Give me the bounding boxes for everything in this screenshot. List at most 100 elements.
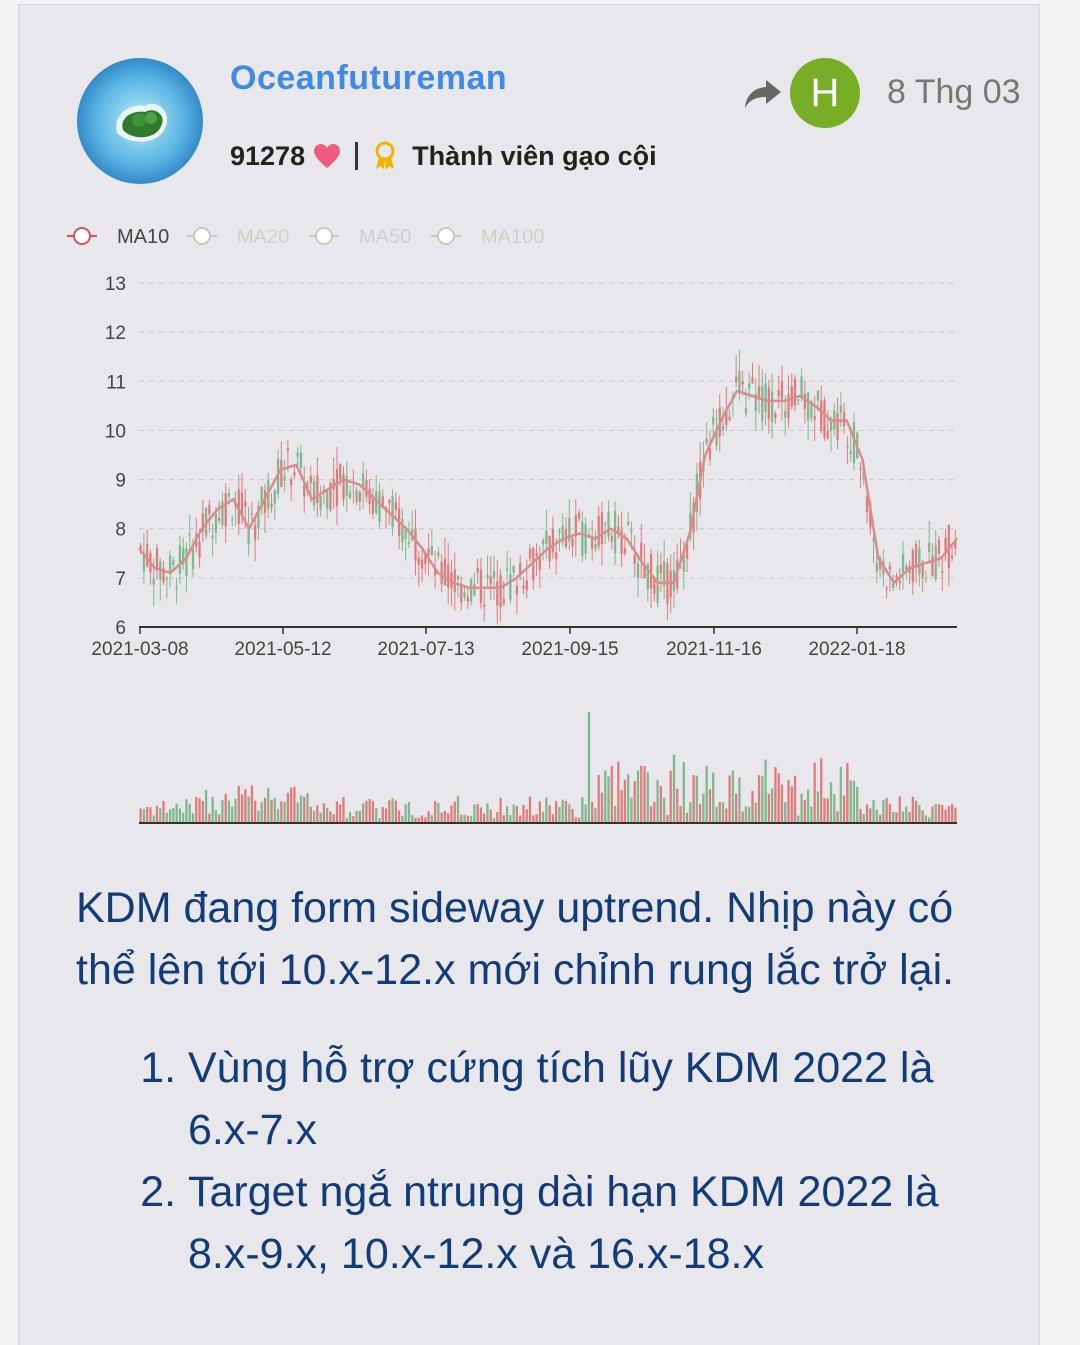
x-tick-label: 2021-09-15	[521, 639, 618, 660]
volume-bar	[505, 806, 509, 822]
volume-bar	[234, 798, 237, 822]
candle-body	[505, 568, 509, 571]
volume-bar	[361, 803, 365, 822]
volume-bar	[420, 815, 424, 822]
candle-body	[342, 474, 345, 500]
candle-body	[290, 479, 293, 486]
volume-bar	[417, 817, 420, 822]
candle-body	[630, 530, 633, 533]
volume-bar	[653, 801, 656, 822]
volume-bar	[152, 815, 155, 822]
candle-body	[188, 533, 191, 536]
volume-bar	[941, 804, 944, 822]
candle-body	[361, 473, 365, 490]
candle-body	[725, 408, 728, 426]
volume-bar	[869, 808, 872, 822]
volume-bar	[852, 780, 856, 822]
candle-body	[339, 463, 342, 480]
candle-body	[325, 490, 329, 509]
share-arrow-icon[interactable]	[743, 77, 783, 111]
volume-bar	[574, 817, 577, 822]
candle-body	[734, 376, 738, 383]
volume-bar	[842, 795, 846, 822]
candle-body	[561, 525, 564, 543]
volume-bar	[483, 813, 486, 822]
volume-bar	[914, 800, 918, 822]
stock-chart: MA10 MA20 MA50 MA100 6 7 8 9 10 11 12 13 2021-03-0…	[67, 226, 958, 824]
candle-body	[240, 492, 244, 516]
volume-bar	[146, 807, 149, 822]
ma10-line	[138, 389, 958, 589]
volume-bar	[378, 817, 381, 822]
list-item: Target ngắ ntrung dài hạn KDM 2022 là 8.…	[188, 1161, 1006, 1285]
y-tick-label: 13	[105, 274, 126, 295]
volume-bar	[368, 798, 371, 822]
username[interactable]: Oceanfutureman	[230, 59, 508, 97]
candle-body	[754, 393, 757, 411]
candle-body	[918, 548, 921, 575]
volume-bar	[895, 812, 898, 822]
volume-bar	[954, 807, 957, 822]
volume-bar	[767, 793, 771, 822]
candle-body	[469, 579, 473, 602]
candle-body	[928, 542, 931, 553]
y-axis: 6 7 8 9 10 11 12 13	[105, 274, 126, 639]
candle-body	[826, 430, 829, 440]
candle-body	[643, 565, 646, 579]
candle-body	[921, 561, 924, 578]
volume-bar	[702, 793, 705, 822]
volume-bar	[597, 774, 600, 822]
volume-bar	[757, 775, 761, 822]
volume-bar	[581, 797, 584, 822]
candle-body	[257, 505, 260, 529]
volume-bar	[460, 814, 463, 822]
volume-bar	[695, 775, 699, 822]
x-tick-label: 2021-07-13	[377, 639, 474, 660]
volume-bar	[649, 806, 653, 822]
candle-body	[381, 495, 384, 509]
heart-icon	[314, 144, 341, 168]
candle-body	[293, 472, 296, 476]
volume-bar	[950, 804, 954, 822]
volume-bar	[643, 766, 646, 822]
reactor-avatar[interactable]: H	[790, 58, 860, 128]
volume-bar	[139, 808, 142, 822]
volume-bar	[440, 812, 443, 822]
candle-body	[829, 420, 833, 431]
x-axis: 2021-03-08 2021-05-12 2021-07-13 2021-09-15…	[91, 626, 957, 660]
candle-body	[551, 529, 555, 553]
candle-body	[515, 585, 519, 595]
candle-body	[574, 515, 577, 537]
volume-bar	[453, 801, 456, 822]
candle-body	[496, 581, 499, 606]
candle-body	[319, 496, 322, 510]
candle-body	[568, 517, 571, 542]
candle-body	[541, 539, 545, 545]
volume-bar	[826, 798, 829, 822]
volume-bar	[725, 808, 728, 822]
volume-bar	[466, 815, 469, 822]
candle-body	[842, 411, 846, 427]
candle-body	[499, 575, 502, 608]
candle-body	[659, 564, 663, 573]
candle-body	[309, 475, 312, 484]
candle-body	[846, 445, 849, 448]
separator	[355, 142, 359, 170]
candle-body	[810, 400, 813, 418]
user-avatar[interactable]	[77, 58, 203, 184]
legend-marker	[73, 227, 91, 245]
volume-bar	[803, 799, 806, 822]
volume-bar	[931, 806, 934, 822]
volume-bar	[191, 813, 195, 822]
volume-bar	[201, 800, 204, 822]
candle-body	[211, 535, 214, 539]
island-avatar-icon	[77, 58, 203, 184]
volume-bar	[577, 817, 581, 822]
candle-body	[669, 570, 672, 598]
candle-body	[483, 604, 486, 607]
candle-body	[934, 545, 937, 580]
candle-body	[489, 576, 492, 585]
volume-bar	[509, 815, 512, 822]
volume-bar	[218, 814, 221, 822]
volume-bar	[270, 799, 273, 822]
